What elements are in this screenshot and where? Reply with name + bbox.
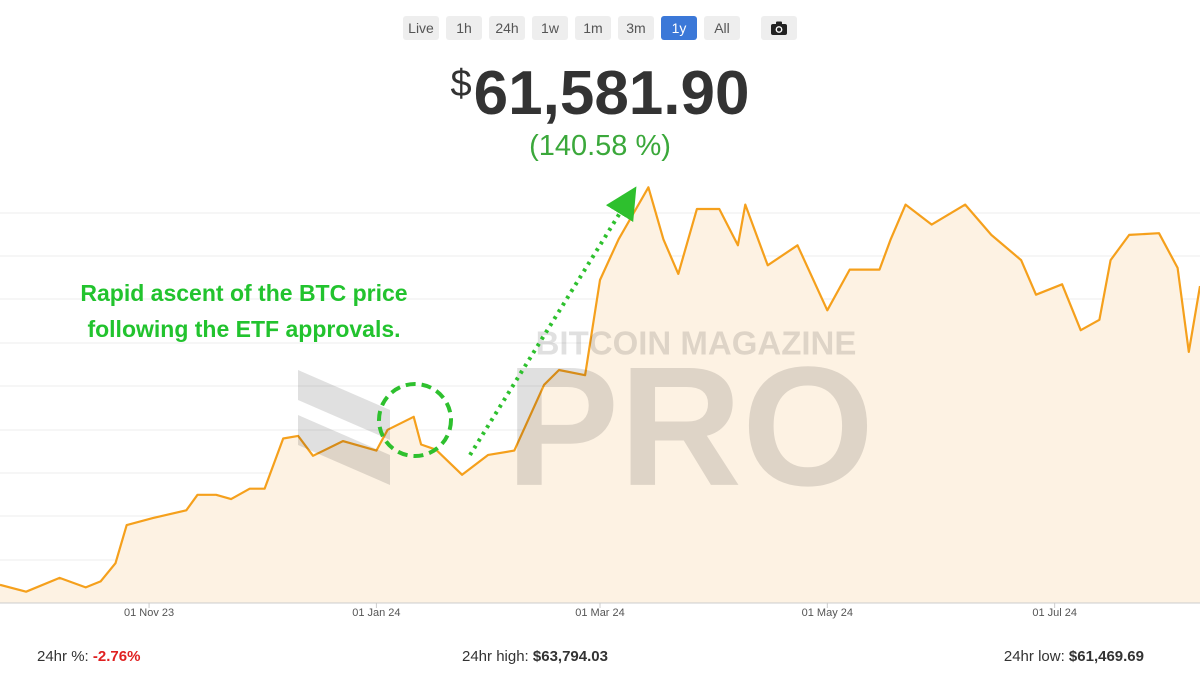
camera-icon <box>771 21 787 35</box>
x-tick-label: 01 Jul 24 <box>1032 607 1077 619</box>
label: 24hr high: <box>462 648 529 665</box>
plot <box>0 186 1200 604</box>
watermark-text: PRO <box>506 332 874 522</box>
range-button[interactable]: 1h <box>446 16 482 40</box>
currency: $ <box>450 63 472 105</box>
annotation-arrow <box>468 186 637 457</box>
price-line <box>0 186 1200 593</box>
label: 24hr low: <box>1003 648 1065 665</box>
range-button[interactable]: 3m <box>618 16 654 40</box>
highlight-circle <box>377 382 453 458</box>
range-controls: Live 1h 24h 1w 1m 3m 1y All <box>0 16 1200 40</box>
footer-high: 24hr high: $63,794.03 <box>462 648 608 665</box>
footer-change: 24hr %: -2.76% <box>37 648 140 665</box>
annotation: Rapid ascent of the BTC price <box>80 280 407 306</box>
x-tick-label: 01 Jan 24 <box>352 607 400 619</box>
range-button[interactable]: Live <box>403 16 439 40</box>
value: -2.76% <box>92 648 141 665</box>
x-tick-label: 01 May 24 <box>802 607 853 619</box>
value: $61,469.69 <box>1068 648 1144 665</box>
value: $63,794.03 <box>532 648 608 665</box>
x-tick-label: 01 Nov 23 <box>124 607 174 619</box>
price-value: 61,581.90 <box>473 59 750 128</box>
screenshot-button[interactable] <box>761 16 797 40</box>
range-button[interactable]: 1m <box>575 16 611 40</box>
price: $61,581.90 <box>0 58 1200 129</box>
range-button[interactable]: 1w <box>532 16 568 40</box>
watermark: BITCOIN MAGAZINE PRO <box>298 325 874 522</box>
annotation: following the ETF approvals. <box>87 316 400 342</box>
footer-low: 24hr low: $61,469.69 <box>1004 648 1144 665</box>
label: 24hr %: <box>37 648 89 665</box>
watermark-logo <box>298 415 390 485</box>
price-change: (140.58 %) <box>529 130 671 162</box>
range-button[interactable]: 1y <box>661 16 697 40</box>
range-button[interactable]: All <box>704 16 740 40</box>
range-button[interactable]: 24h <box>489 16 525 40</box>
x-tick-label: 01 Mar 24 <box>575 607 625 619</box>
watermark-text: BITCOIN MAGAZINE <box>536 325 857 362</box>
watermark-logo <box>298 370 390 440</box>
area <box>0 187 1200 604</box>
